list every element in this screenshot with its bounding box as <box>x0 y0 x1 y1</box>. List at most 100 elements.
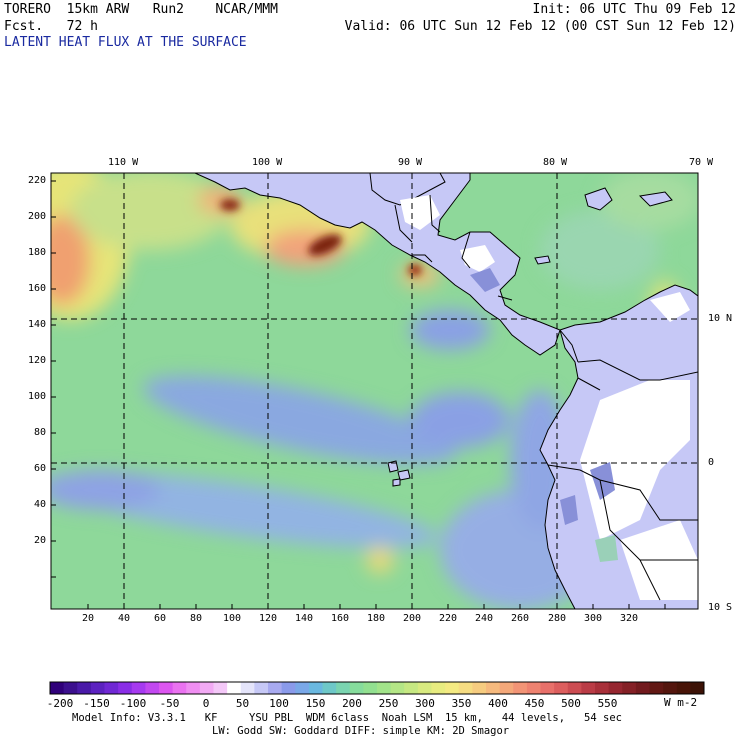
x-tick-label: 60 <box>153 613 167 624</box>
y-tick-label: 180 <box>27 247 46 258</box>
x-tick-label: 240 <box>474 613 494 624</box>
x-tick-label: 180 <box>366 613 386 624</box>
colorbar-swatch <box>649 682 664 694</box>
colorbar-swatch <box>635 682 651 694</box>
colorbar-swatch <box>581 682 596 694</box>
colorbar-swatch <box>213 682 228 694</box>
lon-label-110w: 110 W <box>108 157 139 168</box>
colorbar-swatch <box>431 682 446 694</box>
init-time: Init: 06 UTC Thu 09 Feb 12 <box>532 2 737 17</box>
colorbar-swatch <box>390 682 405 694</box>
lat-label-10n: 10 N <box>708 313 733 324</box>
colorbar-label: -200 <box>46 697 74 710</box>
colorbar-label: 150 <box>305 697 326 710</box>
colorbar-swatch <box>145 682 160 694</box>
colorbar-swatch <box>308 682 324 694</box>
colorbar-label: 0 <box>202 697 210 710</box>
lon-label-90w: 90 W <box>398 157 423 168</box>
y-tick-label: 140 <box>27 319 46 330</box>
lon-label-80w: 80 W <box>543 157 568 168</box>
colorbar-swatch <box>458 682 473 694</box>
colorbar-swatch <box>295 682 310 694</box>
y-tick-label: 120 <box>27 355 46 366</box>
colorbar-swatch <box>281 682 296 694</box>
colorbar-label: -50 <box>159 697 180 710</box>
lat-label-10s: 10 S <box>708 602 733 613</box>
colorbar-swatch <box>63 682 78 694</box>
colorbar-swatch <box>50 682 65 694</box>
colorbar-swatch <box>554 682 569 694</box>
colorbar-swatch <box>90 682 106 694</box>
lon-label-70w: 70 W <box>689 157 714 168</box>
x-tick-label: 220 <box>438 613 458 624</box>
colorbar-swatch <box>227 682 242 694</box>
colorbar-swatch <box>172 682 187 694</box>
x-tick-label: 260 <box>510 613 530 624</box>
valid-time: Valid: 06 UTC Sun 12 Feb 12 (00 CST Sun … <box>344 19 736 34</box>
colorbar-swatch <box>499 682 514 694</box>
y-tick-label: 100 <box>27 391 46 402</box>
y-tick-label: 220 <box>27 175 46 186</box>
colorbar-swatch <box>199 682 215 694</box>
country-borders <box>394 194 698 601</box>
colorbar-swatch <box>690 682 705 694</box>
colorbar-label: -150 <box>83 697 110 710</box>
colorbar-swatch <box>349 682 364 694</box>
colorbar-label: 100 <box>269 697 289 710</box>
field-title: LATENT HEAT FLUX AT THE SURFACE <box>4 35 247 50</box>
y-tick-label: 80 <box>33 427 46 438</box>
colorbar-swatch <box>513 682 528 694</box>
map-frame <box>50 172 699 610</box>
x-tick-label: 140 <box>294 613 314 624</box>
x-tick-label: 20 <box>81 613 95 624</box>
lon-label-100w: 100 W <box>252 157 283 168</box>
x-tick-label: 200 <box>402 613 422 624</box>
y-tick-label: 20 <box>33 535 46 546</box>
y-tick-label: 60 <box>33 463 46 474</box>
colorbar-swatch <box>676 682 691 694</box>
colorbar-swatch <box>77 682 92 694</box>
colorbar-swatch <box>526 682 542 694</box>
x-tick-label: 120 <box>258 613 278 624</box>
x-tick-label: 80 <box>189 613 203 624</box>
colorbar-swatch <box>567 682 582 694</box>
x-tick-label: 320 <box>619 613 639 624</box>
land-mass <box>194 173 698 609</box>
lat-label-0: 0 <box>708 457 715 468</box>
colorbar-label: 400 <box>488 697 508 710</box>
colorbar-swatch <box>322 682 337 694</box>
colorbar-swatch <box>377 682 392 694</box>
colorbar-swatch <box>486 682 501 694</box>
x-tick-label: 300 <box>583 613 603 624</box>
colorbar-swatch <box>363 682 378 694</box>
colorbar-swatch <box>336 682 351 694</box>
x-tick-label: 280 <box>547 613 567 624</box>
colorbar-swatch <box>186 682 201 694</box>
axis-ticks <box>51 180 666 609</box>
colorbar-frame <box>49 681 705 695</box>
colorbar-swatch <box>118 682 133 694</box>
colorbar <box>49 681 705 695</box>
colorbar-label: 350 <box>451 697 472 710</box>
colorbar-swatch <box>445 682 460 694</box>
colorbar-swatch <box>404 682 419 694</box>
colorbar-swatch <box>417 682 433 694</box>
colorbar-swatch <box>131 682 146 694</box>
colorbar-label: 200 <box>342 697 362 710</box>
colorbar-label: 250 <box>378 697 399 710</box>
colorbar-label: -100 <box>119 697 147 710</box>
colorbar-swatch <box>540 682 555 694</box>
colorbar-swatch <box>622 682 637 694</box>
flux-field <box>51 173 698 609</box>
colorbar-swatch <box>472 682 487 694</box>
graticule <box>51 173 698 609</box>
colorbar-swatch <box>268 682 283 694</box>
x-tick-label: 40 <box>117 613 131 624</box>
colorbar-swatch <box>608 682 623 694</box>
colorbar-swatch <box>595 682 610 694</box>
colorbar-label: 50 <box>235 697 250 710</box>
x-tick-label: 160 <box>330 613 350 624</box>
y-tick-label: 40 <box>33 499 46 510</box>
y-tick-label: 160 <box>27 283 46 294</box>
